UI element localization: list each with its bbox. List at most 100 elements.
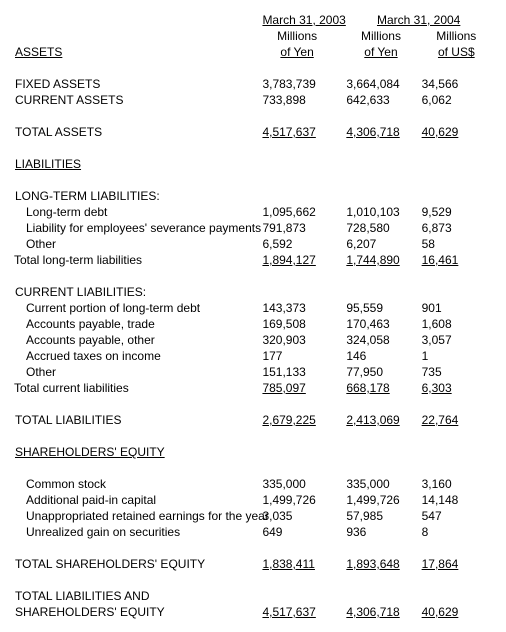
cl-heading: CURRENT LIABILITIES: xyxy=(12,284,259,300)
section-se: SHAREHOLDERS' EQUITY xyxy=(12,444,259,460)
row-val: 1,499,726 xyxy=(259,492,334,508)
row-val: 1,608 xyxy=(419,316,494,332)
row-val: 6,873 xyxy=(419,220,494,236)
row-val: 1,010,103 xyxy=(343,204,418,220)
row-label: Long-term debt xyxy=(12,204,259,220)
row-label: CURRENT ASSETS xyxy=(12,92,259,108)
total-se-row: TOTAL SHAREHOLDERS' EQUITY 1,838,411 1,8… xyxy=(12,556,494,572)
row-label: TOTAL ASSETS xyxy=(12,124,259,140)
unit-yen-2004-l1: Millions xyxy=(343,28,418,44)
row-val: 324,058 xyxy=(343,332,418,348)
row-label: Liability for employees' severance payme… xyxy=(12,220,259,236)
row-val: 4,306,718 xyxy=(343,124,418,140)
row-val: 77,950 xyxy=(343,364,418,380)
table-row: Accrued taxes on income 177 146 1 xyxy=(12,348,494,364)
row-label: Accounts payable, trade xyxy=(12,316,259,332)
row-val: 6,062 xyxy=(419,92,494,108)
row-val: 146 xyxy=(343,348,418,364)
row-val: 1,838,411 xyxy=(259,556,334,572)
grand-total-l1: TOTAL LIABILITIES AND xyxy=(12,588,259,604)
ltl-heading: LONG-TERM LIABILITIES: xyxy=(12,188,259,204)
row-val: 9,529 xyxy=(419,204,494,220)
header-units-row1: Millions Millions Millions xyxy=(12,28,494,44)
row-val: 335,000 xyxy=(259,476,334,492)
row-val: 8 xyxy=(419,524,494,540)
row-val: 40,629 xyxy=(419,124,494,140)
row-val: 1 xyxy=(419,348,494,364)
row-val: 151,133 xyxy=(259,364,334,380)
table-row: Other 6,592 6,207 58 xyxy=(12,236,494,252)
row-label: Unappropriated retained earnings for the… xyxy=(12,508,259,524)
row-val: 4,517,637 xyxy=(259,124,334,140)
row-label: Other xyxy=(12,236,259,252)
unit-yen-2003-l2: of Yen xyxy=(259,44,334,60)
row-val: 95,559 xyxy=(343,300,418,316)
row-label: FIXED ASSETS xyxy=(12,76,259,92)
header-date-2004: March 31, 2004 xyxy=(343,12,494,28)
table-row: FIXED ASSETS 3,783,739 3,664,084 34,566 xyxy=(12,76,494,92)
row-label: Total long-term liabilities xyxy=(12,252,259,268)
table-row: CURRENT ASSETS 733,898 642,633 6,062 xyxy=(12,92,494,108)
row-val: 785,097 xyxy=(259,380,334,396)
table-row: Common stock 335,000 335,000 3,160 xyxy=(12,476,494,492)
row-val: 1,499,726 xyxy=(343,492,418,508)
row-val: 547 xyxy=(419,508,494,524)
row-label: Accrued taxes on income xyxy=(12,348,259,364)
row-val: 3,160 xyxy=(419,476,494,492)
total-assets-row: TOTAL ASSETS 4,517,637 4,306,718 40,629 xyxy=(12,124,494,140)
row-label: Additional paid-in capital xyxy=(12,492,259,508)
row-label: Total current liabilities xyxy=(12,380,259,396)
row-val: 335,000 xyxy=(343,476,418,492)
header-date-2003: March 31, 2003 xyxy=(259,12,334,28)
row-val: 2,413,069 xyxy=(343,412,418,428)
row-val: 143,373 xyxy=(259,300,334,316)
row-label: Accounts payable, other xyxy=(12,332,259,348)
header-dates-row: March 31, 2003 March 31, 2004 xyxy=(12,12,494,28)
table-row: Unappropriated retained earnings for the… xyxy=(12,508,494,524)
row-val: 3,035 xyxy=(259,508,334,524)
table-row: Current portion of long-term debt 143,37… xyxy=(12,300,494,316)
row-val: 16,461 xyxy=(419,252,494,268)
row-val: 169,508 xyxy=(259,316,334,332)
header-units-row2: ASSETS of Yen of Yen of US$ xyxy=(12,44,494,60)
section-assets: ASSETS xyxy=(12,44,259,60)
row-val: 320,903 xyxy=(259,332,334,348)
row-label: Unrealized gain on securities xyxy=(12,524,259,540)
row-val: 1,744,890 xyxy=(343,252,418,268)
row-val: 2,679,225 xyxy=(259,412,334,428)
unit-usd-l1: Millions xyxy=(419,28,494,44)
table-row: Total long-term liabilities 1,894,127 1,… xyxy=(12,252,494,268)
row-val: 901 xyxy=(419,300,494,316)
table-row: Accounts payable, trade 169,508 170,463 … xyxy=(12,316,494,332)
row-val: 6,303 xyxy=(419,380,494,396)
row-val: 1,095,662 xyxy=(259,204,334,220)
row-val: 57,985 xyxy=(343,508,418,524)
row-val: 3,664,084 xyxy=(343,76,418,92)
total-liabilities-row: TOTAL LIABILITIES 2,679,225 2,413,069 22… xyxy=(12,412,494,428)
row-val: 22,764 xyxy=(419,412,494,428)
row-val: 170,463 xyxy=(343,316,418,332)
row-val: 791,873 xyxy=(259,220,334,236)
row-label: TOTAL SHAREHOLDERS' EQUITY xyxy=(12,556,259,572)
table-row: Accounts payable, other 320,903 324,058 … xyxy=(12,332,494,348)
row-val: 735 xyxy=(419,364,494,380)
row-val: 177 xyxy=(259,348,334,364)
row-val: 1,894,127 xyxy=(259,252,334,268)
row-val: 6,592 xyxy=(259,236,334,252)
table-row: Total current liabilities 785,097 668,17… xyxy=(12,380,494,396)
row-val: 728,580 xyxy=(343,220,418,236)
table-row: Long-term debt 1,095,662 1,010,103 9,529 xyxy=(12,204,494,220)
table-row: Other 151,133 77,950 735 xyxy=(12,364,494,380)
row-val: 6,207 xyxy=(343,236,418,252)
row-label: Common stock xyxy=(12,476,259,492)
row-val: 1,893,648 xyxy=(343,556,418,572)
unit-usd-l2: of US$ xyxy=(419,44,494,60)
row-val: 3,783,739 xyxy=(259,76,334,92)
unit-yen-2003-l1: Millions xyxy=(259,28,334,44)
row-val: 3,057 xyxy=(419,332,494,348)
section-liabilities: LIABILITIES xyxy=(12,156,259,172)
unit-yen-2004-l2: of Yen xyxy=(343,44,418,60)
row-val: 14,148 xyxy=(419,492,494,508)
row-label: Current portion of long-term debt xyxy=(12,300,259,316)
row-val: 17,864 xyxy=(419,556,494,572)
